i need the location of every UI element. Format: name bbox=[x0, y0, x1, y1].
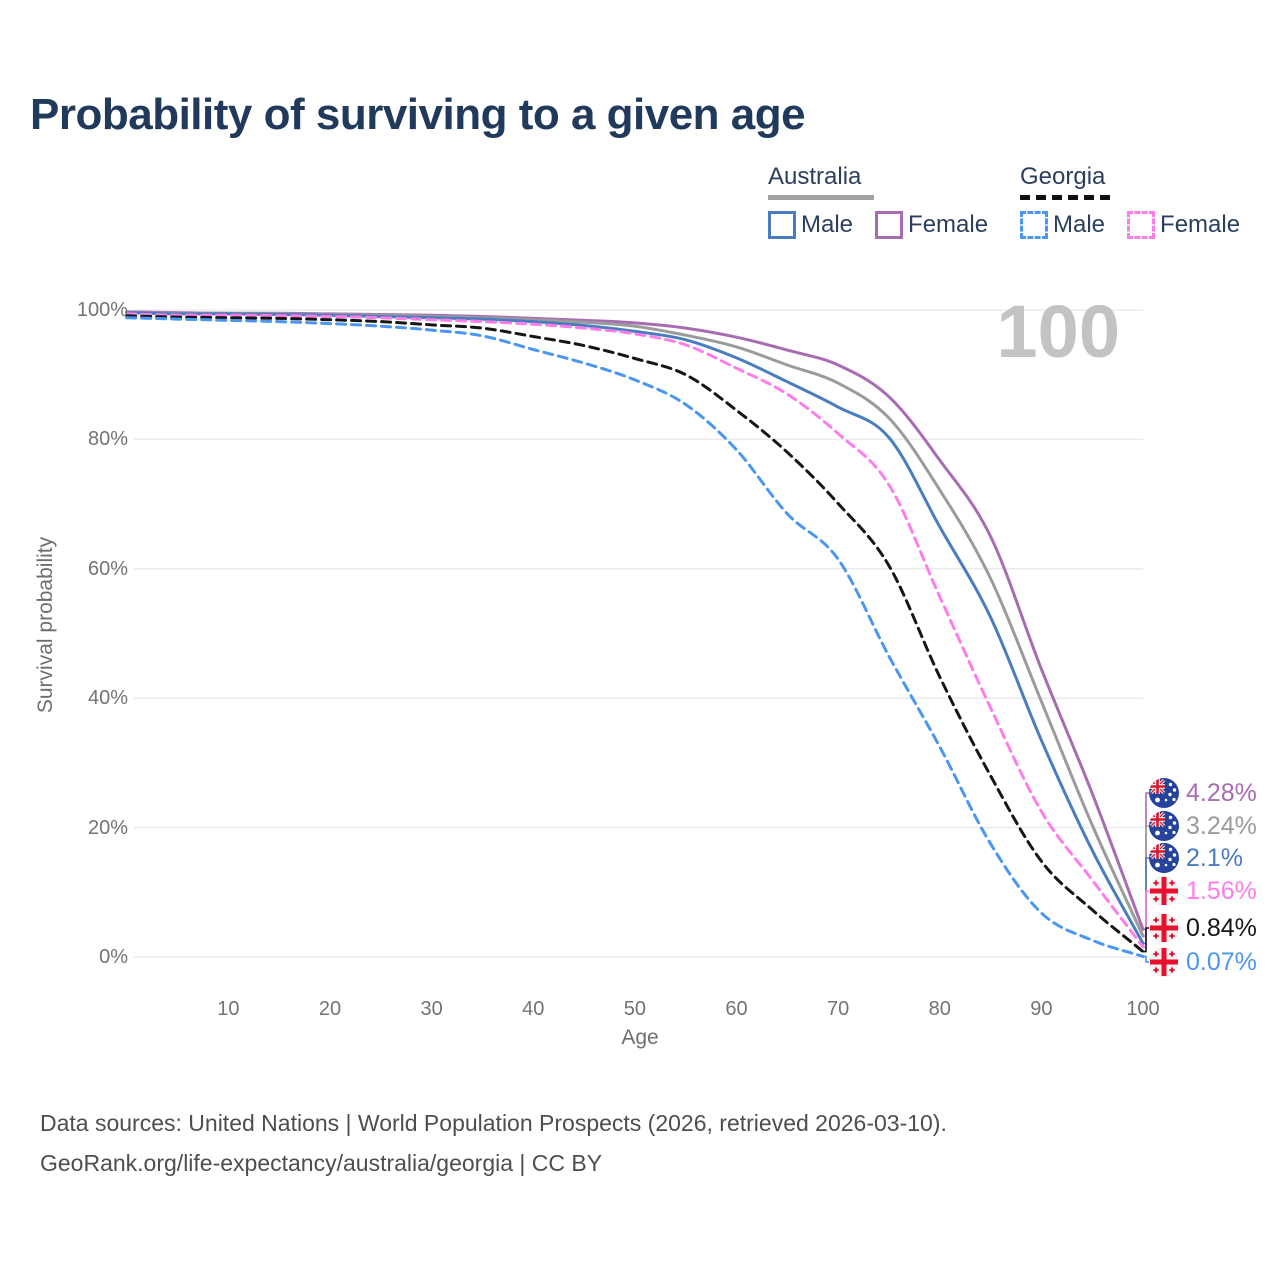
x-tick-label: 40 bbox=[522, 998, 545, 1020]
x-tick-label: 70 bbox=[826, 998, 850, 1020]
legend-group-label-georgia: Georgia bbox=[1020, 163, 1106, 190]
x-tick-label: 100 bbox=[1126, 998, 1160, 1020]
y-tick-label: 60% bbox=[87, 557, 128, 580]
x-tick-label: 50 bbox=[623, 998, 646, 1020]
x-tick-label: 20 bbox=[318, 998, 342, 1020]
curve-georgia-total[interactable] bbox=[125, 314, 1145, 954]
australia-female-swatch bbox=[875, 211, 904, 239]
x-axis-title: Age bbox=[621, 1026, 659, 1049]
legend-item-label: Male bbox=[1053, 211, 1106, 238]
legend-group-georgia: Georgia Male Female bbox=[1020, 163, 1240, 239]
age-watermark: 100 bbox=[996, 290, 1120, 373]
footer: Data sources: United Nations | World Pop… bbox=[40, 1103, 947, 1183]
y-tick-label: 100% bbox=[76, 299, 128, 321]
australia-line-sample bbox=[768, 195, 874, 200]
y-axis-title: Survival probability bbox=[34, 536, 57, 714]
curve-georgia-male[interactable] bbox=[125, 316, 1145, 958]
australia-flag-icon bbox=[1149, 843, 1179, 873]
end-label-value: 2.1% bbox=[1186, 843, 1243, 872]
legend-item-label: Female bbox=[1160, 211, 1241, 238]
legend-group-australia: Australia Male Female bbox=[768, 163, 988, 239]
legend-item-label: Male bbox=[801, 211, 854, 238]
georgia-male-swatch bbox=[1020, 211, 1048, 239]
end-label-value: 1.56% bbox=[1186, 876, 1257, 905]
curve-georgia-female[interactable] bbox=[125, 312, 1145, 949]
end-label-value: 0.84% bbox=[1186, 913, 1257, 942]
attribution-line: GeoRank.org/life-expectancy/australia/ge… bbox=[40, 1150, 603, 1176]
legend-item-label: Female bbox=[908, 211, 989, 238]
legend-item-australia-male[interactable]: Male bbox=[768, 211, 853, 239]
georgia-flag-icon bbox=[1149, 947, 1179, 977]
curve-australia-male[interactable] bbox=[125, 311, 1145, 945]
georgia-flag-icon bbox=[1149, 876, 1179, 906]
end-label-georgia-total[interactable]: 0.84% bbox=[1149, 911, 1257, 945]
end-label-australia-total[interactable]: 3.24% bbox=[1149, 809, 1257, 843]
end-connector-georgia-female bbox=[1143, 890, 1150, 948]
australia-male-swatch bbox=[768, 211, 796, 239]
end-label-value: 0.07% bbox=[1186, 947, 1257, 976]
end-label-australia-male[interactable]: 2.1% bbox=[1149, 841, 1243, 875]
end-label-australia-female[interactable]: 4.28% bbox=[1149, 776, 1257, 810]
x-tick-label: 10 bbox=[217, 998, 240, 1020]
data-sources-line: Data sources: United Nations | World Pop… bbox=[40, 1110, 947, 1136]
x-tick-label: 90 bbox=[1030, 998, 1053, 1020]
georgia-line-sample bbox=[1020, 195, 1110, 200]
page-title: Probability of surviving to a given age bbox=[30, 90, 806, 139]
x-tick-label: 80 bbox=[928, 998, 951, 1020]
end-label-value: 3.24% bbox=[1186, 811, 1257, 840]
australia-flag-icon bbox=[1149, 811, 1179, 841]
georgia-flag-icon bbox=[1149, 913, 1179, 943]
y-tick-label: 80% bbox=[87, 428, 128, 451]
y-tick-label: 20% bbox=[87, 816, 128, 839]
georgia-female-swatch bbox=[1127, 211, 1156, 239]
x-tick-label: 60 bbox=[725, 998, 748, 1020]
australia-flag-icon bbox=[1149, 778, 1179, 808]
end-label-georgia-male[interactable]: 0.07% bbox=[1149, 945, 1257, 979]
end-connector-georgia-total bbox=[1143, 927, 1150, 953]
end-label-georgia-female[interactable]: 1.56% bbox=[1149, 874, 1257, 908]
legend-group-label-australia: Australia bbox=[768, 163, 862, 190]
end-connector-georgia-male bbox=[1143, 955, 1150, 963]
x-tick-label: 30 bbox=[420, 998, 443, 1020]
y-tick-label: 0% bbox=[99, 946, 128, 968]
legend-item-georgia-female[interactable]: Female bbox=[1127, 211, 1240, 239]
y-tick-label: 40% bbox=[87, 687, 128, 710]
legend-item-australia-female[interactable]: Female bbox=[875, 211, 988, 239]
end-label-value: 4.28% bbox=[1186, 778, 1257, 807]
legend-item-georgia-male[interactable]: Male bbox=[1020, 211, 1105, 239]
